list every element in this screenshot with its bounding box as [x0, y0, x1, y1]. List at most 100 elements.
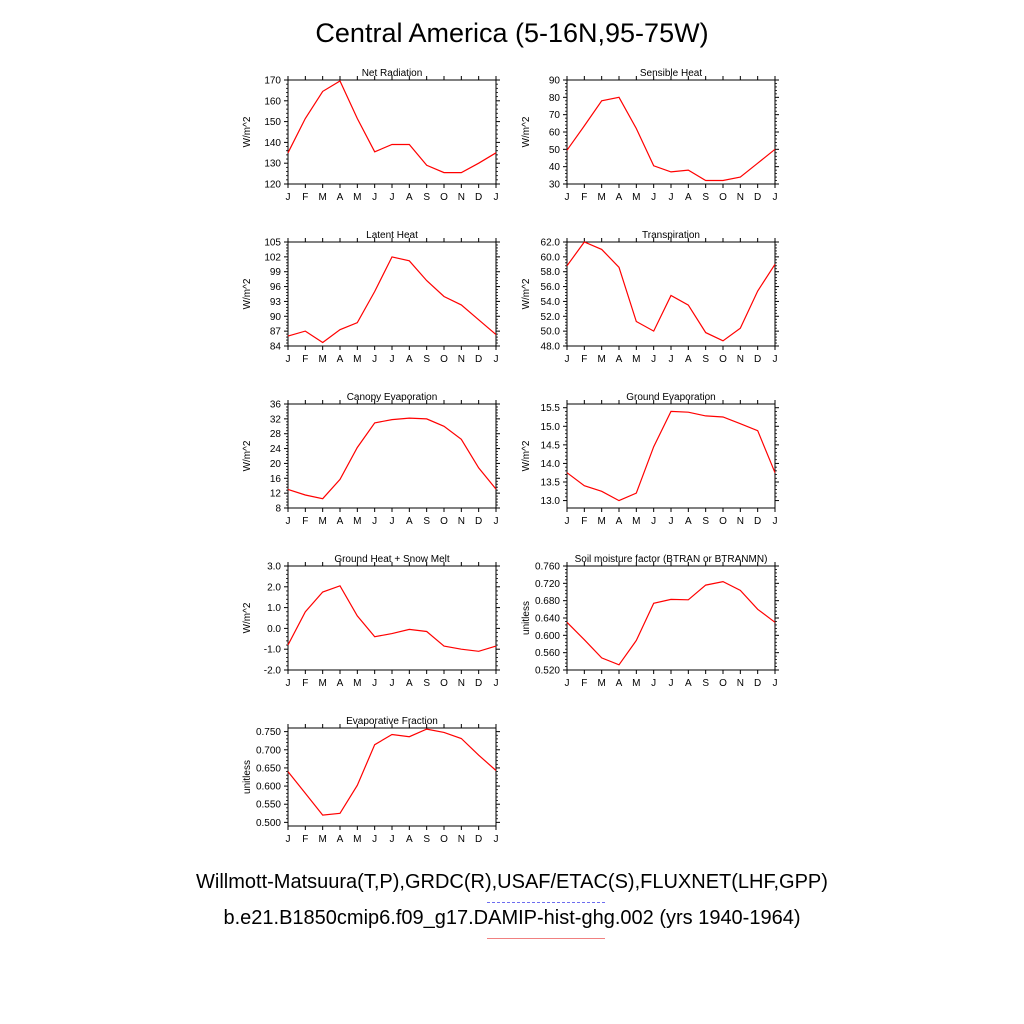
panel-frame [566, 403, 776, 509]
x-tick-label: A [685, 516, 692, 527]
x-tick-label: A [685, 192, 692, 203]
x-tick-label: S [423, 192, 430, 203]
x-tick-label: J [286, 192, 291, 203]
series-line-model [566, 96, 776, 182]
x-tick-label: N [737, 192, 744, 203]
x-tick-label: J [390, 516, 395, 527]
y-tick-label: 160 [264, 96, 281, 107]
y-tick-label: 60 [549, 128, 561, 139]
x-tick-label: O [719, 678, 727, 689]
y-tick-label: 62.0 [541, 238, 561, 249]
y-tick-label: 28 [270, 429, 282, 440]
x-tick-label: M [632, 516, 640, 527]
y-tick-label: 14.5 [541, 440, 561, 451]
legend-model-label: b.e21.B1850cmip6.f09_g17.DAMIP-hist-ghg.… [223, 907, 801, 929]
y-tick-label: 0.550 [256, 800, 281, 811]
x-tick-label: J [651, 354, 656, 365]
y-tick-label: 90 [549, 76, 561, 87]
x-tick-label: J [773, 192, 778, 203]
x-tick-label: M [318, 516, 326, 527]
x-tick-label: D [475, 834, 482, 845]
x-tick-label: A [616, 354, 623, 365]
x-tick-label: D [475, 354, 482, 365]
x-tick-label: M [318, 834, 326, 845]
x-tick-label: J [669, 354, 674, 365]
y-tick-label: 3.0 [267, 562, 281, 573]
y-axis-label: W/m^2 [242, 440, 253, 471]
series-line-model [566, 241, 776, 342]
y-tick-label: 87 [270, 327, 282, 338]
y-tick-label: 0.640 [535, 614, 560, 625]
x-tick-label: J [286, 678, 291, 689]
x-tick-label: J [773, 354, 778, 365]
x-tick-label: J [494, 354, 499, 365]
x-tick-label: S [702, 192, 709, 203]
x-tick-label: D [475, 678, 482, 689]
y-tick-label: 58.0 [541, 267, 561, 278]
x-tick-label: S [702, 678, 709, 689]
y-axis-label: W/m^2 [521, 440, 532, 471]
x-tick-label: A [406, 678, 413, 689]
y-tick-label: 32 [270, 414, 282, 425]
y-tick-label: 30 [549, 180, 561, 191]
x-tick-label: S [423, 354, 430, 365]
x-tick-label: M [318, 678, 326, 689]
x-tick-label: J [773, 678, 778, 689]
x-tick-label: D [754, 516, 761, 527]
series-line-model [566, 580, 776, 666]
y-tick-label: 13.0 [541, 496, 561, 507]
x-tick-label: N [458, 354, 465, 365]
y-tick-label: 102 [264, 252, 281, 263]
x-tick-label: J [494, 516, 499, 527]
panel-title: Sensible Heat [640, 68, 702, 79]
x-tick-label: S [423, 678, 430, 689]
x-tick-label: A [616, 192, 623, 203]
x-tick-label: M [353, 834, 361, 845]
y-tick-label: 50 [549, 145, 561, 156]
y-tick-label: 60.0 [541, 252, 561, 263]
x-tick-label: J [651, 516, 656, 527]
y-tick-label: 0.750 [256, 727, 281, 738]
y-tick-label: 170 [264, 76, 281, 87]
x-tick-label: N [737, 354, 744, 365]
y-axis-label: W/m^2 [521, 278, 532, 309]
panel-frame [287, 565, 497, 671]
x-tick-label: D [475, 192, 482, 203]
y-tick-label: 2.0 [267, 582, 281, 593]
x-tick-label: A [685, 678, 692, 689]
x-tick-label: J [565, 516, 570, 527]
x-tick-label: A [406, 834, 413, 845]
x-tick-label: N [458, 834, 465, 845]
y-tick-label: 0.760 [535, 562, 560, 573]
legend-obs-line [487, 902, 605, 903]
y-tick-label: 54.0 [541, 297, 561, 308]
y-axis-label: W/m^2 [242, 278, 253, 309]
y-axis-label: unitless [521, 601, 532, 635]
x-tick-label: M [632, 354, 640, 365]
x-tick-label: A [337, 354, 344, 365]
x-tick-label: O [719, 516, 727, 527]
x-tick-label: S [702, 354, 709, 365]
x-tick-label: J [390, 192, 395, 203]
x-tick-label: J [565, 354, 570, 365]
y-tick-label: 96 [270, 282, 282, 293]
y-tick-label: 80 [549, 93, 561, 104]
x-tick-label: N [737, 516, 744, 527]
series-line-model [287, 417, 497, 500]
x-tick-label: M [632, 678, 640, 689]
panel-title: Evaporative Fraction [346, 716, 438, 727]
x-tick-label: O [719, 192, 727, 203]
x-tick-label: F [581, 516, 587, 527]
x-tick-label: J [372, 834, 377, 845]
panel-title: Soil moisture factor (BTRAN or BTRANMN) [575, 554, 768, 565]
x-tick-label: J [494, 192, 499, 203]
x-tick-label: D [754, 192, 761, 203]
x-tick-label: J [651, 192, 656, 203]
panel-frame [566, 79, 776, 185]
x-tick-label: M [353, 516, 361, 527]
y-tick-label: 50.0 [541, 327, 561, 338]
x-tick-label: M [353, 678, 361, 689]
x-tick-label: N [458, 192, 465, 203]
x-tick-label: J [286, 834, 291, 845]
